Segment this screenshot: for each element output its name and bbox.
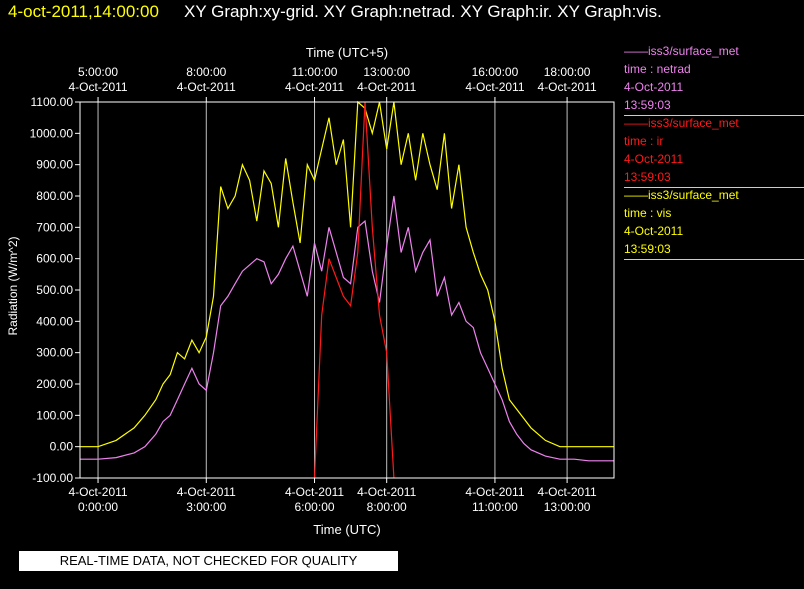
y-axis: -100.00 0.00 100.00 200.00 300.00 400.00 500.0…	[30, 95, 80, 485]
series	[80, 100, 614, 479]
x-axis-title-bottom: Time (UTC)	[313, 522, 380, 537]
legend-source: ——iss3/surface_met	[624, 116, 739, 130]
y-tick-label: 1100.00	[31, 95, 74, 109]
legend-variable: time : vis	[624, 206, 672, 220]
y-tick-label: 0.00	[50, 440, 74, 454]
header-timestamp: 4-oct-2011,14:00:00	[8, 2, 159, 21]
legend-date: 4-Oct-2011	[624, 80, 684, 94]
x-tick-top-label-date: 4-Oct-2011	[285, 80, 344, 94]
legend-time: 13:59:03	[624, 170, 671, 184]
x-tick-label-date: 4-Oct-2011	[538, 485, 597, 499]
legend-date: 4-Oct-2011	[624, 152, 684, 166]
x-tick-top-label-time: 18:00:00	[544, 65, 591, 79]
x-tick-label-time: 3:00:00	[186, 500, 226, 514]
y-tick-label: 100.00	[36, 408, 73, 422]
x-tick-top-label-time: 16:00:00	[472, 65, 519, 79]
legend-source: ——iss3/surface_met	[624, 44, 739, 58]
x-axis-title-top: Time (UTC+5)	[306, 45, 388, 60]
y-tick-label: 900.00	[36, 158, 73, 172]
x-tick-label-time: 13:00:00	[544, 500, 591, 514]
y-tick-label: -100.00	[32, 471, 73, 485]
legend-time: 13:59:03	[624, 242, 671, 256]
x-tick-top-label-date: 4-Oct-2011	[538, 80, 597, 94]
y-tick-label: 300.00	[36, 346, 73, 360]
legend-time: 13:59:03	[624, 98, 671, 112]
y-tick-label: 700.00	[36, 220, 73, 234]
x-tick-top-label-date: 4-Oct-2011	[177, 80, 236, 94]
x-tick-label-date: 4-Oct-2011	[68, 485, 127, 499]
x-axis-top: 5:00:004-Oct-20118:00:004-Oct-201111:00:…	[68, 65, 597, 102]
x-tick-top-label-date: 4-Oct-2011	[465, 80, 524, 94]
x-tick-label-date: 4-Oct-2011	[285, 485, 344, 499]
qc-banner: REAL-TIME DATA, NOT CHECKED FOR QUALITY	[19, 551, 398, 571]
y-tick-label: 800.00	[36, 189, 73, 203]
x-tick-label-time: 8:00:00	[367, 500, 407, 514]
legend-separator	[624, 259, 804, 260]
legend-separator	[624, 187, 804, 188]
legend-separator	[624, 115, 804, 116]
y-tick-label: 600.00	[36, 252, 73, 266]
x-tick-label-time: 6:00:00	[295, 500, 335, 514]
legend-date: 4-Oct-2011	[624, 224, 684, 238]
y-tick-label: 200.00	[36, 377, 73, 391]
radiation-chart: -100.00 0.00 100.00 200.00 300.00 400.00 500.0…	[6, 45, 615, 537]
legend-source: ——iss3/surface_met	[624, 188, 739, 202]
series-line-time-ir	[313, 101, 395, 479]
x-tick-label-time: 0:00:00	[78, 500, 118, 514]
legend-variable: time : netrad	[624, 62, 691, 76]
header-title: XY Graph:xy-grid. XY Graph:netrad. XY Gr…	[184, 2, 662, 21]
y-tick-label: 500.00	[36, 283, 73, 297]
series-line-time-vis	[80, 100, 614, 448]
y-axis-title: Radiation (W/m^2)	[6, 237, 20, 336]
x-tick-top-label-date: 4-Oct-2011	[357, 80, 416, 94]
x-tick-label-time: 11:00:00	[472, 500, 518, 514]
x-tick-top-label-time: 13:00:00	[363, 65, 410, 79]
x-tick-top-label-date: 4-Oct-2011	[68, 80, 127, 94]
y-tick-label: 400.00	[36, 314, 73, 328]
y-tick-label: 1000.00	[30, 126, 74, 140]
x-tick-top-label-time: 8:00:00	[186, 65, 226, 79]
x-tick-label-date: 4-Oct-2011	[465, 485, 524, 499]
x-axis-bottom: 4-Oct-20110:00:004-Oct-20113:00:004-Oct-…	[68, 478, 597, 514]
x-tick-top-label-time: 11:00:00	[292, 65, 338, 79]
series-line-time-netrad	[80, 195, 614, 462]
grid	[97, 102, 568, 478]
x-tick-label-date: 4-Oct-2011	[177, 485, 236, 499]
x-tick-top-label-time: 5:00:00	[78, 65, 118, 79]
legend-variable: time : ir	[624, 134, 664, 148]
x-tick-label-date: 4-Oct-2011	[357, 485, 416, 499]
plot-frame	[79, 101, 615, 479]
